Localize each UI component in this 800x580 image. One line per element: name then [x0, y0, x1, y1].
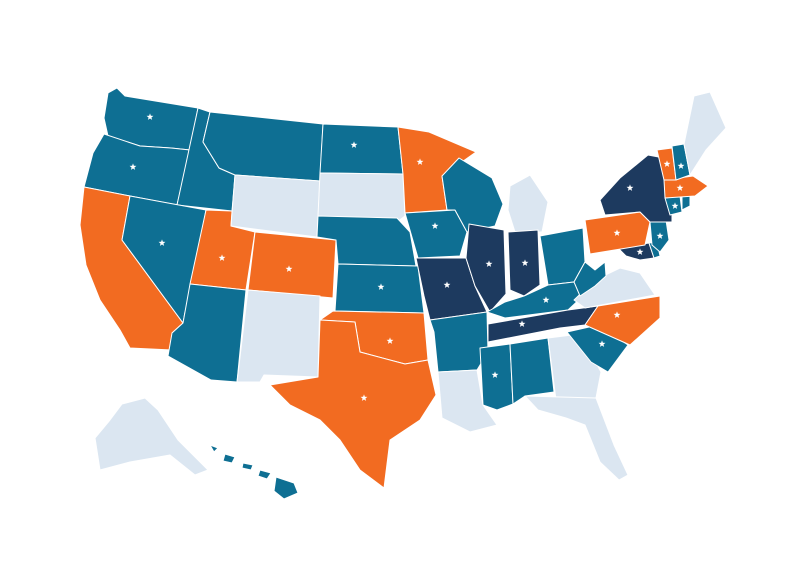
- star-icon: [671, 202, 679, 209]
- state-ma: [663, 175, 709, 199]
- star-icon: [636, 248, 644, 255]
- star-icon: [431, 222, 439, 229]
- star-icon: [360, 394, 368, 401]
- star-icon: [491, 371, 499, 378]
- star-icon: [663, 160, 671, 167]
- star-icon: [386, 337, 394, 344]
- star-icon: [677, 162, 685, 169]
- star-icon: [416, 158, 424, 165]
- star-icon: [485, 260, 493, 267]
- star-icon: [285, 265, 293, 272]
- state-al: [509, 337, 555, 405]
- star-icon: [129, 163, 137, 170]
- star-icon: [158, 239, 166, 246]
- star-icon: [598, 340, 606, 347]
- state-ak: [94, 397, 209, 476]
- star-icon: [443, 281, 451, 288]
- star-icon: [518, 320, 526, 327]
- state-sd: [317, 172, 406, 223]
- stars-layer: [129, 113, 685, 401]
- star-icon: [676, 184, 684, 191]
- state-mi: [507, 174, 549, 233]
- state-az: [167, 283, 247, 383]
- star-icon: [542, 296, 550, 303]
- star-icon: [613, 229, 621, 236]
- state-wv: [573, 261, 607, 297]
- state-nm: [236, 289, 321, 383]
- star-icon: [146, 113, 154, 120]
- star-icon: [613, 311, 621, 318]
- state-me: [683, 91, 727, 176]
- star-icon: [218, 254, 226, 261]
- state-tx: [269, 319, 437, 489]
- star-icon: [350, 141, 358, 148]
- state-co: [247, 231, 337, 299]
- state-wy: [230, 174, 321, 238]
- state-nc: [584, 295, 661, 346]
- star-icon: [656, 232, 664, 239]
- state-wi: [441, 157, 504, 233]
- star-icon: [521, 259, 529, 266]
- star-icon: [377, 283, 385, 290]
- state-fl: [524, 395, 629, 481]
- state-ny: [599, 154, 673, 223]
- state-nd: [319, 123, 404, 175]
- star-icon: [626, 184, 634, 191]
- state-la: [437, 369, 498, 433]
- states-layer: [79, 87, 727, 500]
- state-hi: [209, 444, 299, 500]
- state-ia: [404, 209, 468, 259]
- state-ar: [429, 311, 489, 373]
